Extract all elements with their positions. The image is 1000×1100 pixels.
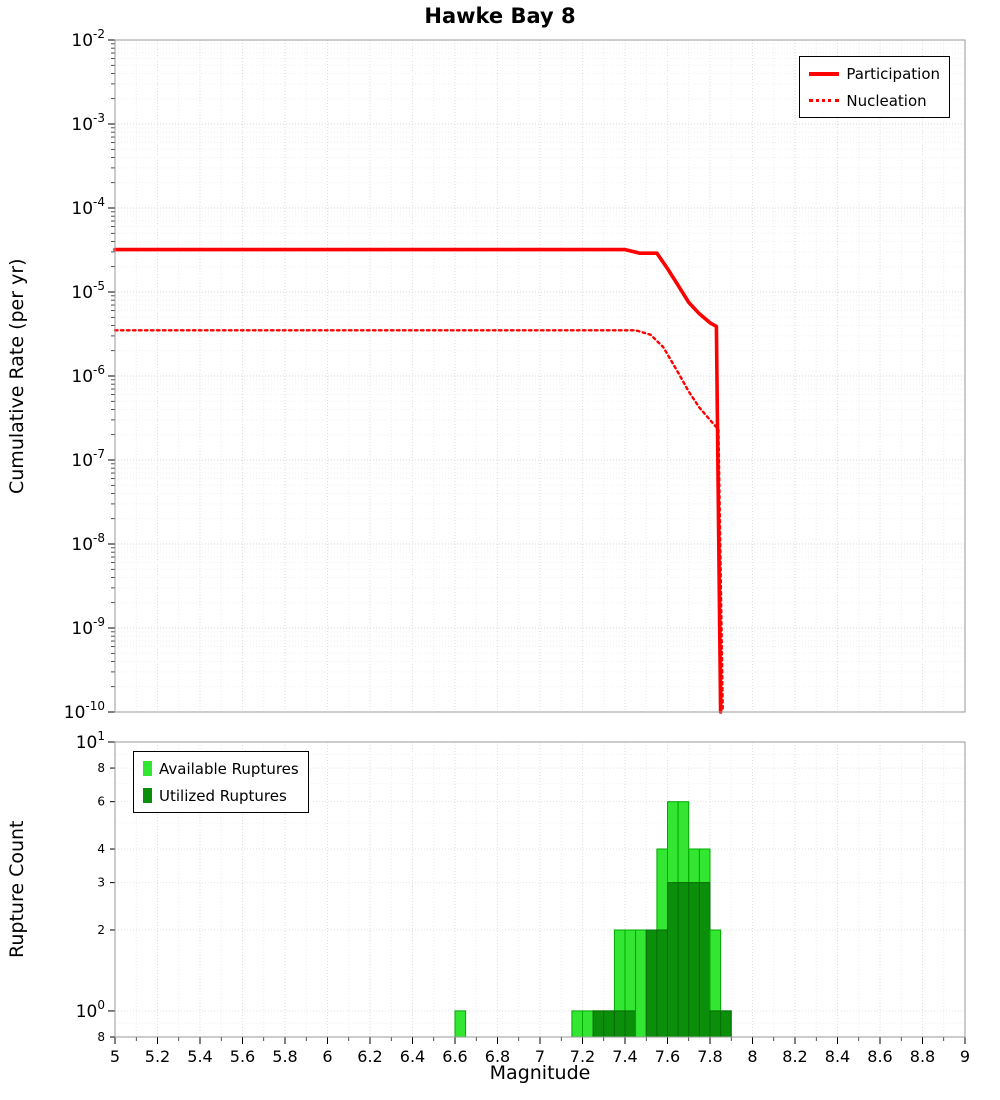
svg-text:10-2: 10-2 (71, 27, 105, 51)
svg-text:7.4: 7.4 (612, 1047, 637, 1066)
svg-text:10-3: 10-3 (71, 111, 105, 135)
utilized-ruptures-swatch-icon (143, 788, 152, 803)
chart-title: Hawke Bay 8 (424, 4, 576, 28)
svg-text:101: 101 (76, 729, 105, 753)
svg-text:6: 6 (322, 1047, 332, 1066)
svg-text:10-10: 10-10 (64, 699, 105, 723)
svg-text:7.2: 7.2 (570, 1047, 595, 1066)
available-ruptures-swatch-icon (143, 761, 152, 776)
svg-text:8: 8 (747, 1047, 757, 1066)
bottom-legend: Available Ruptures Utilized Ruptures (133, 751, 309, 813)
svg-text:8: 8 (97, 761, 105, 775)
top-y-axis-label: Cumulative Rate (per yr) (6, 258, 28, 494)
svg-text:5.2: 5.2 (145, 1047, 170, 1066)
participation-legend-label: Participation (846, 64, 940, 83)
svg-text:8.4: 8.4 (825, 1047, 850, 1066)
svg-text:6.2: 6.2 (357, 1047, 382, 1066)
top-legend: Participation Nucleation (799, 56, 950, 118)
svg-text:7.6: 7.6 (655, 1047, 680, 1066)
available-ruptures-legend-label: Available Ruptures (159, 759, 299, 778)
svg-text:9: 9 (960, 1047, 970, 1066)
svg-text:7: 7 (535, 1047, 545, 1066)
svg-text:10-4: 10-4 (71, 195, 105, 219)
svg-text:10-5: 10-5 (71, 279, 105, 303)
svg-text:5.8: 5.8 (272, 1047, 297, 1066)
nucleation-line-swatch-icon (809, 99, 840, 102)
svg-text:5.6: 5.6 (230, 1047, 255, 1066)
svg-text:10-9: 10-9 (71, 615, 105, 639)
svg-text:10-6: 10-6 (71, 363, 105, 387)
svg-text:5.4: 5.4 (187, 1047, 212, 1066)
svg-text:10-8: 10-8 (71, 531, 105, 555)
svg-text:6.8: 6.8 (485, 1047, 510, 1066)
svg-text:3: 3 (97, 876, 105, 890)
bottom-y-axis-label: Rupture Count (6, 820, 28, 959)
svg-text:8.2: 8.2 (782, 1047, 807, 1066)
svg-text:8.6: 8.6 (867, 1047, 892, 1066)
nucleation-legend-label: Nucleation (846, 91, 927, 110)
svg-text:100: 100 (76, 998, 105, 1022)
svg-text:7.8: 7.8 (697, 1047, 722, 1066)
svg-text:2: 2 (97, 923, 105, 937)
svg-text:6: 6 (97, 795, 105, 809)
svg-text:8: 8 (97, 1030, 105, 1044)
svg-text:8.8: 8.8 (910, 1047, 935, 1066)
svg-text:10-7: 10-7 (71, 447, 105, 471)
utilized-ruptures-legend-label: Utilized Ruptures (159, 786, 287, 805)
legend-item-available-ruptures: Available Ruptures (143, 755, 299, 782)
legend-item-utilized-ruptures: Utilized Ruptures (143, 782, 299, 809)
legend-item-nucleation: Nucleation (809, 87, 940, 114)
x-axis-label: Magnitude (489, 1062, 591, 1084)
participation-line-swatch-icon (809, 71, 840, 76)
svg-text:4: 4 (97, 842, 105, 856)
legend-item-participation: Participation (809, 60, 940, 87)
svg-text:5: 5 (110, 1047, 120, 1066)
svg-text:6.6: 6.6 (442, 1047, 467, 1066)
svg-text:6.4: 6.4 (400, 1047, 425, 1066)
